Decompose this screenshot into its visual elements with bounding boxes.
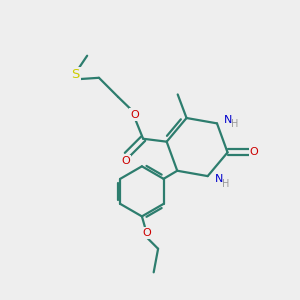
Text: N: N bbox=[224, 116, 232, 125]
Text: O: O bbox=[121, 156, 130, 167]
Text: O: O bbox=[130, 110, 139, 120]
Text: N: N bbox=[215, 174, 223, 184]
Text: S: S bbox=[71, 68, 80, 81]
Text: H: H bbox=[222, 179, 229, 189]
Text: O: O bbox=[250, 147, 258, 158]
Text: H: H bbox=[231, 119, 238, 129]
Text: O: O bbox=[142, 228, 151, 238]
